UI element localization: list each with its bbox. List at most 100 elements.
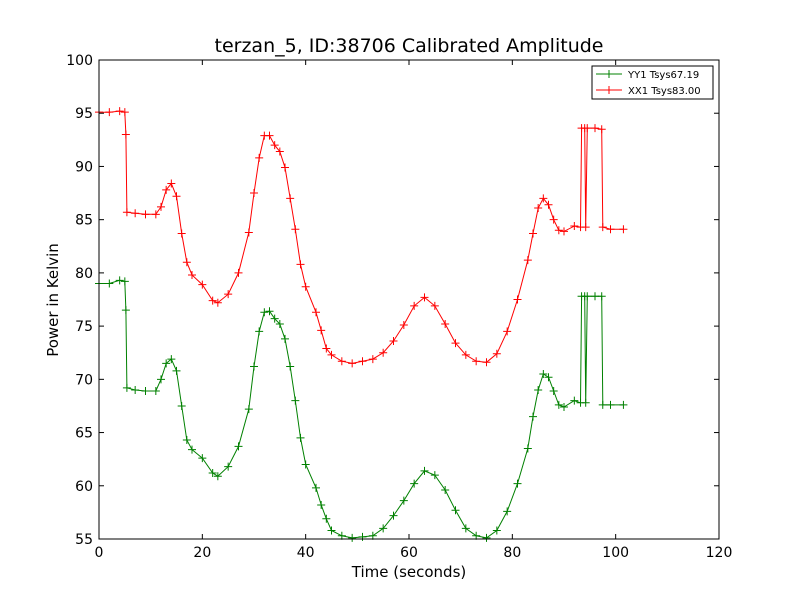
data-point — [529, 412, 537, 421]
data-point — [441, 486, 450, 495]
data-point — [291, 225, 300, 234]
data-point — [549, 387, 558, 396]
data-point — [312, 483, 320, 492]
data-point — [523, 444, 532, 453]
data-point — [441, 319, 450, 328]
data-point — [265, 307, 274, 316]
legend-label: XX1 Tsys83.00 — [628, 86, 701, 97]
data-point — [301, 282, 310, 291]
data-point — [348, 533, 357, 542]
data-point — [275, 319, 284, 328]
y-tick-label: 95 — [75, 106, 93, 122]
y-tick-label: 80 — [75, 266, 93, 282]
data-point — [539, 370, 548, 379]
data-point — [399, 321, 408, 330]
x-tick-label: 80 — [503, 545, 521, 561]
data-point — [337, 357, 346, 366]
data-point — [172, 192, 181, 201]
data-point — [472, 531, 481, 540]
data-point — [270, 141, 279, 150]
data-point — [281, 334, 289, 343]
data-point — [167, 355, 176, 364]
data-point — [591, 124, 599, 133]
data-point — [312, 308, 320, 317]
data-point — [244, 228, 253, 237]
data-point — [157, 202, 165, 211]
data-point — [327, 526, 336, 535]
data-point — [115, 107, 124, 116]
data-point — [141, 210, 150, 219]
data-point — [182, 258, 191, 267]
data-point — [162, 185, 171, 194]
data-point — [121, 130, 130, 139]
series-line — [99, 279, 624, 539]
data-point — [172, 366, 181, 375]
data-point — [317, 326, 326, 335]
data-point — [131, 385, 140, 394]
data-point — [265, 131, 274, 140]
data-point — [120, 108, 129, 117]
data-point — [224, 462, 233, 471]
legend-entry: YY1 Tsys67.19 — [596, 70, 699, 81]
data-point — [379, 348, 388, 357]
data-point — [120, 277, 129, 286]
series-1 — [95, 276, 628, 542]
data-point — [182, 436, 191, 445]
data-point — [198, 280, 207, 289]
legend-label: YY1 Tsys67.19 — [627, 70, 699, 81]
data-point — [513, 479, 522, 488]
data-point — [224, 290, 233, 299]
data-point — [430, 301, 439, 310]
data-point — [358, 532, 367, 541]
data-point — [188, 445, 196, 454]
data-point — [198, 454, 207, 463]
data-point — [399, 496, 408, 505]
y-tick-label: 70 — [75, 372, 93, 388]
x-tick-label: 120 — [706, 545, 733, 561]
data-point — [389, 337, 398, 346]
data-point — [368, 531, 377, 540]
data-point — [141, 387, 150, 396]
data-point — [250, 189, 258, 198]
data-point — [554, 400, 563, 409]
data-point — [583, 124, 592, 133]
data-point — [420, 466, 429, 475]
data-point — [591, 292, 599, 301]
data-point — [492, 349, 501, 358]
data-point — [296, 260, 305, 269]
data-point — [327, 350, 336, 359]
data-point — [286, 362, 295, 371]
x-tick-label: 100 — [602, 545, 629, 561]
data-point — [260, 308, 269, 317]
data-point — [131, 209, 140, 218]
data-point — [317, 500, 326, 509]
data-point — [461, 350, 470, 359]
y-tick-label: 100 — [66, 53, 93, 69]
data-point — [115, 276, 124, 285]
data-point — [177, 229, 186, 238]
legend-box — [591, 65, 714, 100]
data-point — [105, 108, 114, 117]
data-point — [451, 339, 460, 348]
data-point — [420, 293, 429, 302]
data-point — [275, 147, 284, 156]
data-point — [208, 296, 217, 305]
data-point — [157, 375, 165, 384]
data-point — [619, 225, 628, 234]
data-point — [255, 153, 264, 162]
series-line — [99, 110, 624, 364]
data-point — [337, 531, 346, 540]
data-point — [213, 472, 222, 481]
data-point — [358, 357, 367, 366]
data-point — [151, 210, 160, 219]
data-point — [348, 359, 357, 368]
data-point — [597, 292, 606, 301]
axis-ticks: 0 20 40 60 80 100 120 55 60 65 70 75 80 85 90 95 100 — [66, 53, 732, 561]
data-point — [482, 533, 491, 542]
data-point — [167, 179, 176, 188]
data-point — [208, 469, 217, 478]
data-point — [554, 226, 563, 235]
x-tick-label: 40 — [297, 545, 315, 561]
data-point — [581, 223, 590, 232]
data-point — [291, 396, 300, 405]
